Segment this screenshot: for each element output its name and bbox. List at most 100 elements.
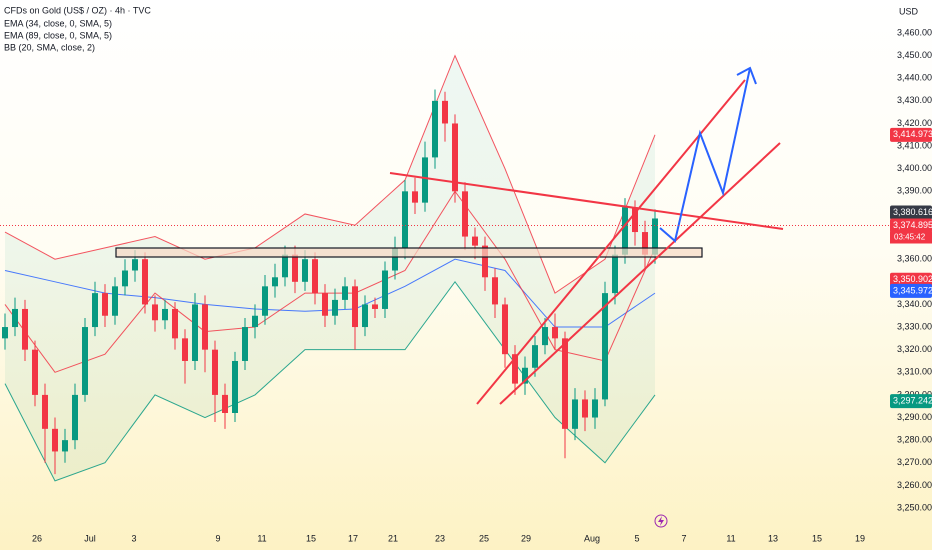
candle-body bbox=[22, 308, 28, 350]
y-tick-label: 3,420.000 bbox=[897, 118, 932, 128]
x-tick-label: Aug bbox=[584, 533, 600, 543]
chart-title: CFDs on Gold (US$ / OZ) · 4h · TVC bbox=[4, 5, 151, 15]
candle-body bbox=[152, 304, 158, 321]
candle-body bbox=[32, 349, 38, 395]
candle-body bbox=[532, 345, 538, 368]
candle-body bbox=[412, 191, 418, 203]
trend-line bbox=[389, 172, 784, 230]
candle-body bbox=[402, 191, 408, 248]
candle-body bbox=[192, 304, 198, 361]
candle-body bbox=[252, 315, 258, 328]
candle-body bbox=[562, 338, 568, 429]
countdown-box bbox=[890, 231, 932, 244]
candle-body bbox=[112, 286, 118, 316]
candle-body bbox=[542, 327, 548, 346]
x-tick-label: 9 bbox=[215, 533, 220, 543]
indicator-label: BB (20, SMA, close, 2) bbox=[4, 42, 95, 52]
indicator-line bbox=[4, 54, 656, 294]
event-icon[interactable] bbox=[654, 514, 668, 528]
price-label bbox=[890, 205, 932, 220]
price-label bbox=[890, 283, 932, 298]
x-tick-label: 5 bbox=[634, 533, 639, 543]
resistance-zone bbox=[115, 247, 703, 258]
y-tick-label: 3,460.000 bbox=[897, 27, 932, 37]
currency: USD bbox=[899, 6, 919, 16]
y-tick-label: 3,290.000 bbox=[897, 412, 932, 422]
y-tick-label: 3,440.000 bbox=[897, 73, 932, 83]
candle-body bbox=[2, 327, 8, 339]
candle-body bbox=[162, 308, 168, 321]
candle-body bbox=[12, 308, 18, 328]
candle-body bbox=[482, 245, 488, 278]
y-tick-label: 3,320.000 bbox=[897, 344, 932, 354]
price-label-text: 3,297.242 bbox=[893, 396, 932, 406]
x-tick-label: Jul bbox=[84, 533, 96, 543]
channel-lower bbox=[499, 142, 781, 405]
candle-body bbox=[282, 254, 288, 278]
candle-body bbox=[342, 286, 348, 300]
candle-body bbox=[302, 259, 308, 282]
candle-body bbox=[492, 277, 498, 305]
x-tick-label: 29 bbox=[521, 533, 531, 543]
annotations bbox=[115, 66, 784, 528]
x-tick-label: 25 bbox=[479, 533, 489, 543]
candle-body bbox=[172, 308, 178, 339]
candle-body bbox=[202, 304, 208, 350]
candle-body bbox=[322, 293, 328, 316]
candle-body bbox=[312, 259, 318, 294]
candle-body bbox=[452, 123, 458, 192]
x-tick-label: 26 bbox=[32, 533, 42, 543]
y-tick-label: 3,400.000 bbox=[897, 163, 932, 173]
candle-body bbox=[422, 157, 428, 203]
candle-body bbox=[512, 354, 518, 384]
x-tick-label: 13 bbox=[768, 533, 778, 543]
candle-body bbox=[232, 360, 238, 413]
price-label-text: 3,380.616 bbox=[893, 207, 932, 217]
candle-body bbox=[472, 236, 478, 246]
x-tick-label: 17 bbox=[348, 533, 358, 543]
candle-body bbox=[92, 293, 98, 328]
plot-area bbox=[2, 54, 658, 482]
price-label bbox=[890, 394, 932, 409]
x-tick-label: 21 bbox=[388, 533, 398, 543]
candle-body bbox=[382, 270, 388, 309]
x-tick-label: 3 bbox=[131, 533, 136, 543]
candle-body bbox=[72, 394, 78, 441]
candle-body bbox=[592, 399, 598, 418]
candle-body bbox=[212, 349, 218, 395]
candle-body bbox=[552, 327, 558, 339]
candle-body bbox=[602, 293, 608, 400]
candle-body bbox=[82, 327, 88, 395]
candle-body bbox=[362, 304, 368, 328]
y-tick-label: 3,260.000 bbox=[897, 480, 932, 490]
band-fill bbox=[5, 55, 655, 481]
y-tick-label: 3,330.000 bbox=[897, 321, 932, 331]
candle-body bbox=[102, 293, 108, 316]
y-tick-label: 3,270.000 bbox=[897, 457, 932, 467]
y-tick-label: 3,450.000 bbox=[897, 50, 932, 60]
candle-body bbox=[352, 286, 358, 328]
y-tick-label: 3,340.000 bbox=[897, 299, 932, 309]
candle-body bbox=[292, 254, 298, 282]
candle-body bbox=[522, 367, 528, 384]
projection-path bbox=[659, 67, 751, 243]
price-label-text: 3,350.902 bbox=[893, 274, 932, 284]
legend: CFDs on Gold (US$ / OZ) · 4h · TVC EMA (… bbox=[4, 5, 151, 52]
candle-body bbox=[272, 277, 278, 287]
y-tick-label: 3,430.000 bbox=[897, 95, 932, 105]
candle-body bbox=[442, 100, 448, 124]
current-price-label bbox=[890, 218, 932, 233]
candle-body bbox=[332, 299, 338, 316]
candle-body bbox=[182, 338, 188, 361]
candle-body bbox=[572, 399, 578, 429]
indicator-label: EMA (34, close, 0, SMA, 5) bbox=[4, 18, 112, 28]
candle-body bbox=[62, 440, 68, 452]
candle-body bbox=[142, 259, 148, 305]
y-tick-label: 3,310.000 bbox=[897, 367, 932, 377]
event-bolt bbox=[658, 516, 664, 526]
price-label-text: 3,414.973 bbox=[893, 129, 932, 139]
y-tick-label: 3,410.000 bbox=[897, 140, 932, 150]
candle-body bbox=[52, 428, 58, 452]
candle-body bbox=[642, 232, 648, 255]
